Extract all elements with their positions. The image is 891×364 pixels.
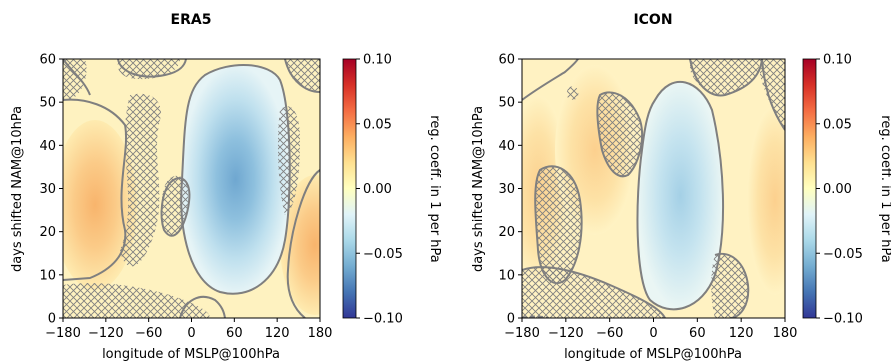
- zero-contour: [117, 59, 187, 78]
- significance-hatch: [566, 86, 579, 100]
- zero-contour: [180, 64, 291, 295]
- x-tick-label: −60: [596, 326, 623, 341]
- x-axis: −180 −120 −60 0 60 120 180: [45, 318, 332, 341]
- y-axis: 0 10 20 30 40 50 60: [498, 53, 522, 327]
- colorbar-tick-label: −0.05: [823, 247, 863, 262]
- significance-hatch: [535, 166, 582, 284]
- zero-contour: [63, 59, 91, 96]
- colorbar-ticks: −0.10 −0.05 0.00 0.05 0.10: [816, 53, 863, 327]
- significance-hatch: [760, 59, 785, 130]
- x-tick-label: 120: [265, 326, 290, 341]
- x-axis-label: longitude of MSLP@100hPa: [102, 347, 280, 362]
- zero-contour: [714, 252, 750, 318]
- zero-contour: [636, 80, 725, 311]
- x-tick-label: −180: [504, 326, 540, 341]
- x-tick-label: −120: [88, 326, 124, 341]
- y-axis: 0 10 20 30 40 50 60: [39, 53, 63, 327]
- colorbar: [802, 58, 817, 319]
- zero-contour: [179, 295, 226, 318]
- colorbar-tick-label: −0.10: [823, 312, 863, 327]
- significance-hatch: [63, 283, 210, 318]
- y-tick-label: 50: [39, 96, 56, 111]
- zero-contour: [534, 165, 583, 285]
- y-tick-label: 40: [498, 139, 515, 154]
- heatmap-negative-region: [181, 64, 290, 294]
- x-tick-label: 0: [187, 326, 195, 341]
- x-tick-label: 0: [649, 326, 657, 341]
- colorbar-tick-label: −0.10: [363, 312, 403, 327]
- x-tick-label: 120: [729, 326, 754, 341]
- x-axis: −180 −120 −60 0 60 120 180: [504, 318, 797, 341]
- y-tick-label: 50: [498, 96, 515, 111]
- significance-hatch: [285, 59, 320, 92]
- significance-hatch: [120, 93, 161, 267]
- heatmap-field: [522, 59, 785, 318]
- heatmap-positive-region: [280, 175, 320, 315]
- significance-hatch: [690, 59, 760, 96]
- zero-contour: [596, 91, 644, 178]
- x-tick-label: −180: [45, 326, 81, 341]
- significance-hatch: [522, 267, 665, 318]
- significance-hatch: [63, 59, 87, 100]
- zero-contour: [284, 59, 320, 93]
- y-tick-label: 60: [39, 53, 56, 68]
- y-tick-label: 40: [39, 139, 56, 154]
- x-axis-label: longitude of MSLP@100hPa: [564, 347, 742, 362]
- y-tick-label: 30: [498, 182, 515, 197]
- significance-hatch: [597, 92, 643, 177]
- y-tick-label: 20: [498, 225, 515, 240]
- zero-contour: [689, 59, 763, 97]
- colorbar-label: reg. coeff. in 1 per hPa: [427, 115, 442, 262]
- colorbar-tick-label: 0.10: [363, 53, 392, 68]
- x-tick-label: 180: [773, 326, 798, 341]
- colorbar-tick-label: 0.05: [363, 117, 392, 132]
- y-tick-label: 30: [39, 182, 56, 197]
- colorbar-tick-label: −0.05: [363, 247, 403, 262]
- heatmap-positive-region: [747, 105, 785, 295]
- x-tick-label: 180: [308, 326, 333, 341]
- zero-contour: [761, 59, 785, 131]
- y-axis-label: days shifted NAM@10hPa: [471, 106, 486, 272]
- panel-era5: ERA5 −180 −120 −60 0: [10, 12, 442, 362]
- chart-title: ERA5: [171, 12, 212, 28]
- y-tick-label: 10: [498, 268, 515, 283]
- y-tick-label: 0: [507, 312, 515, 327]
- chart-title: ICON: [633, 12, 672, 28]
- zero-contour: [286, 169, 320, 318]
- x-tick-label: 60: [226, 326, 243, 341]
- heatmap-negative-region: [637, 81, 724, 310]
- x-tick-label: −120: [548, 326, 584, 341]
- colorbar-tick-label: 0.00: [363, 182, 392, 197]
- colorbar: [342, 58, 357, 319]
- colorbar-label: reg. coeff. in 1 per hPa: [878, 115, 891, 262]
- y-tick-label: 20: [39, 225, 56, 240]
- zero-contour: [522, 266, 666, 318]
- zero-contour: [522, 59, 579, 101]
- x-tick-label: 60: [689, 326, 706, 341]
- x-tick-label: −60: [135, 326, 162, 341]
- colorbar-tick-label: 0.10: [823, 53, 852, 68]
- colorbar-ticks: −0.10 −0.05 0.00 0.05 0.10: [356, 53, 403, 327]
- significance-hatch: [711, 253, 749, 318]
- panel-icon: ICON: [471, 12, 891, 362]
- colorbar-tick-label: 0.00: [823, 182, 852, 197]
- y-tick-label: 60: [498, 53, 515, 68]
- y-axis-label: days shifted NAM@10hPa: [10, 106, 25, 272]
- heatmap-field: [63, 59, 320, 318]
- y-tick-label: 10: [39, 268, 56, 283]
- colorbar-tick-label: 0.05: [823, 117, 852, 132]
- heatmap-positive-region: [63, 120, 137, 290]
- zero-contour: [63, 98, 128, 281]
- zero-contour: [160, 177, 191, 237]
- y-tick-label: 0: [48, 312, 56, 327]
